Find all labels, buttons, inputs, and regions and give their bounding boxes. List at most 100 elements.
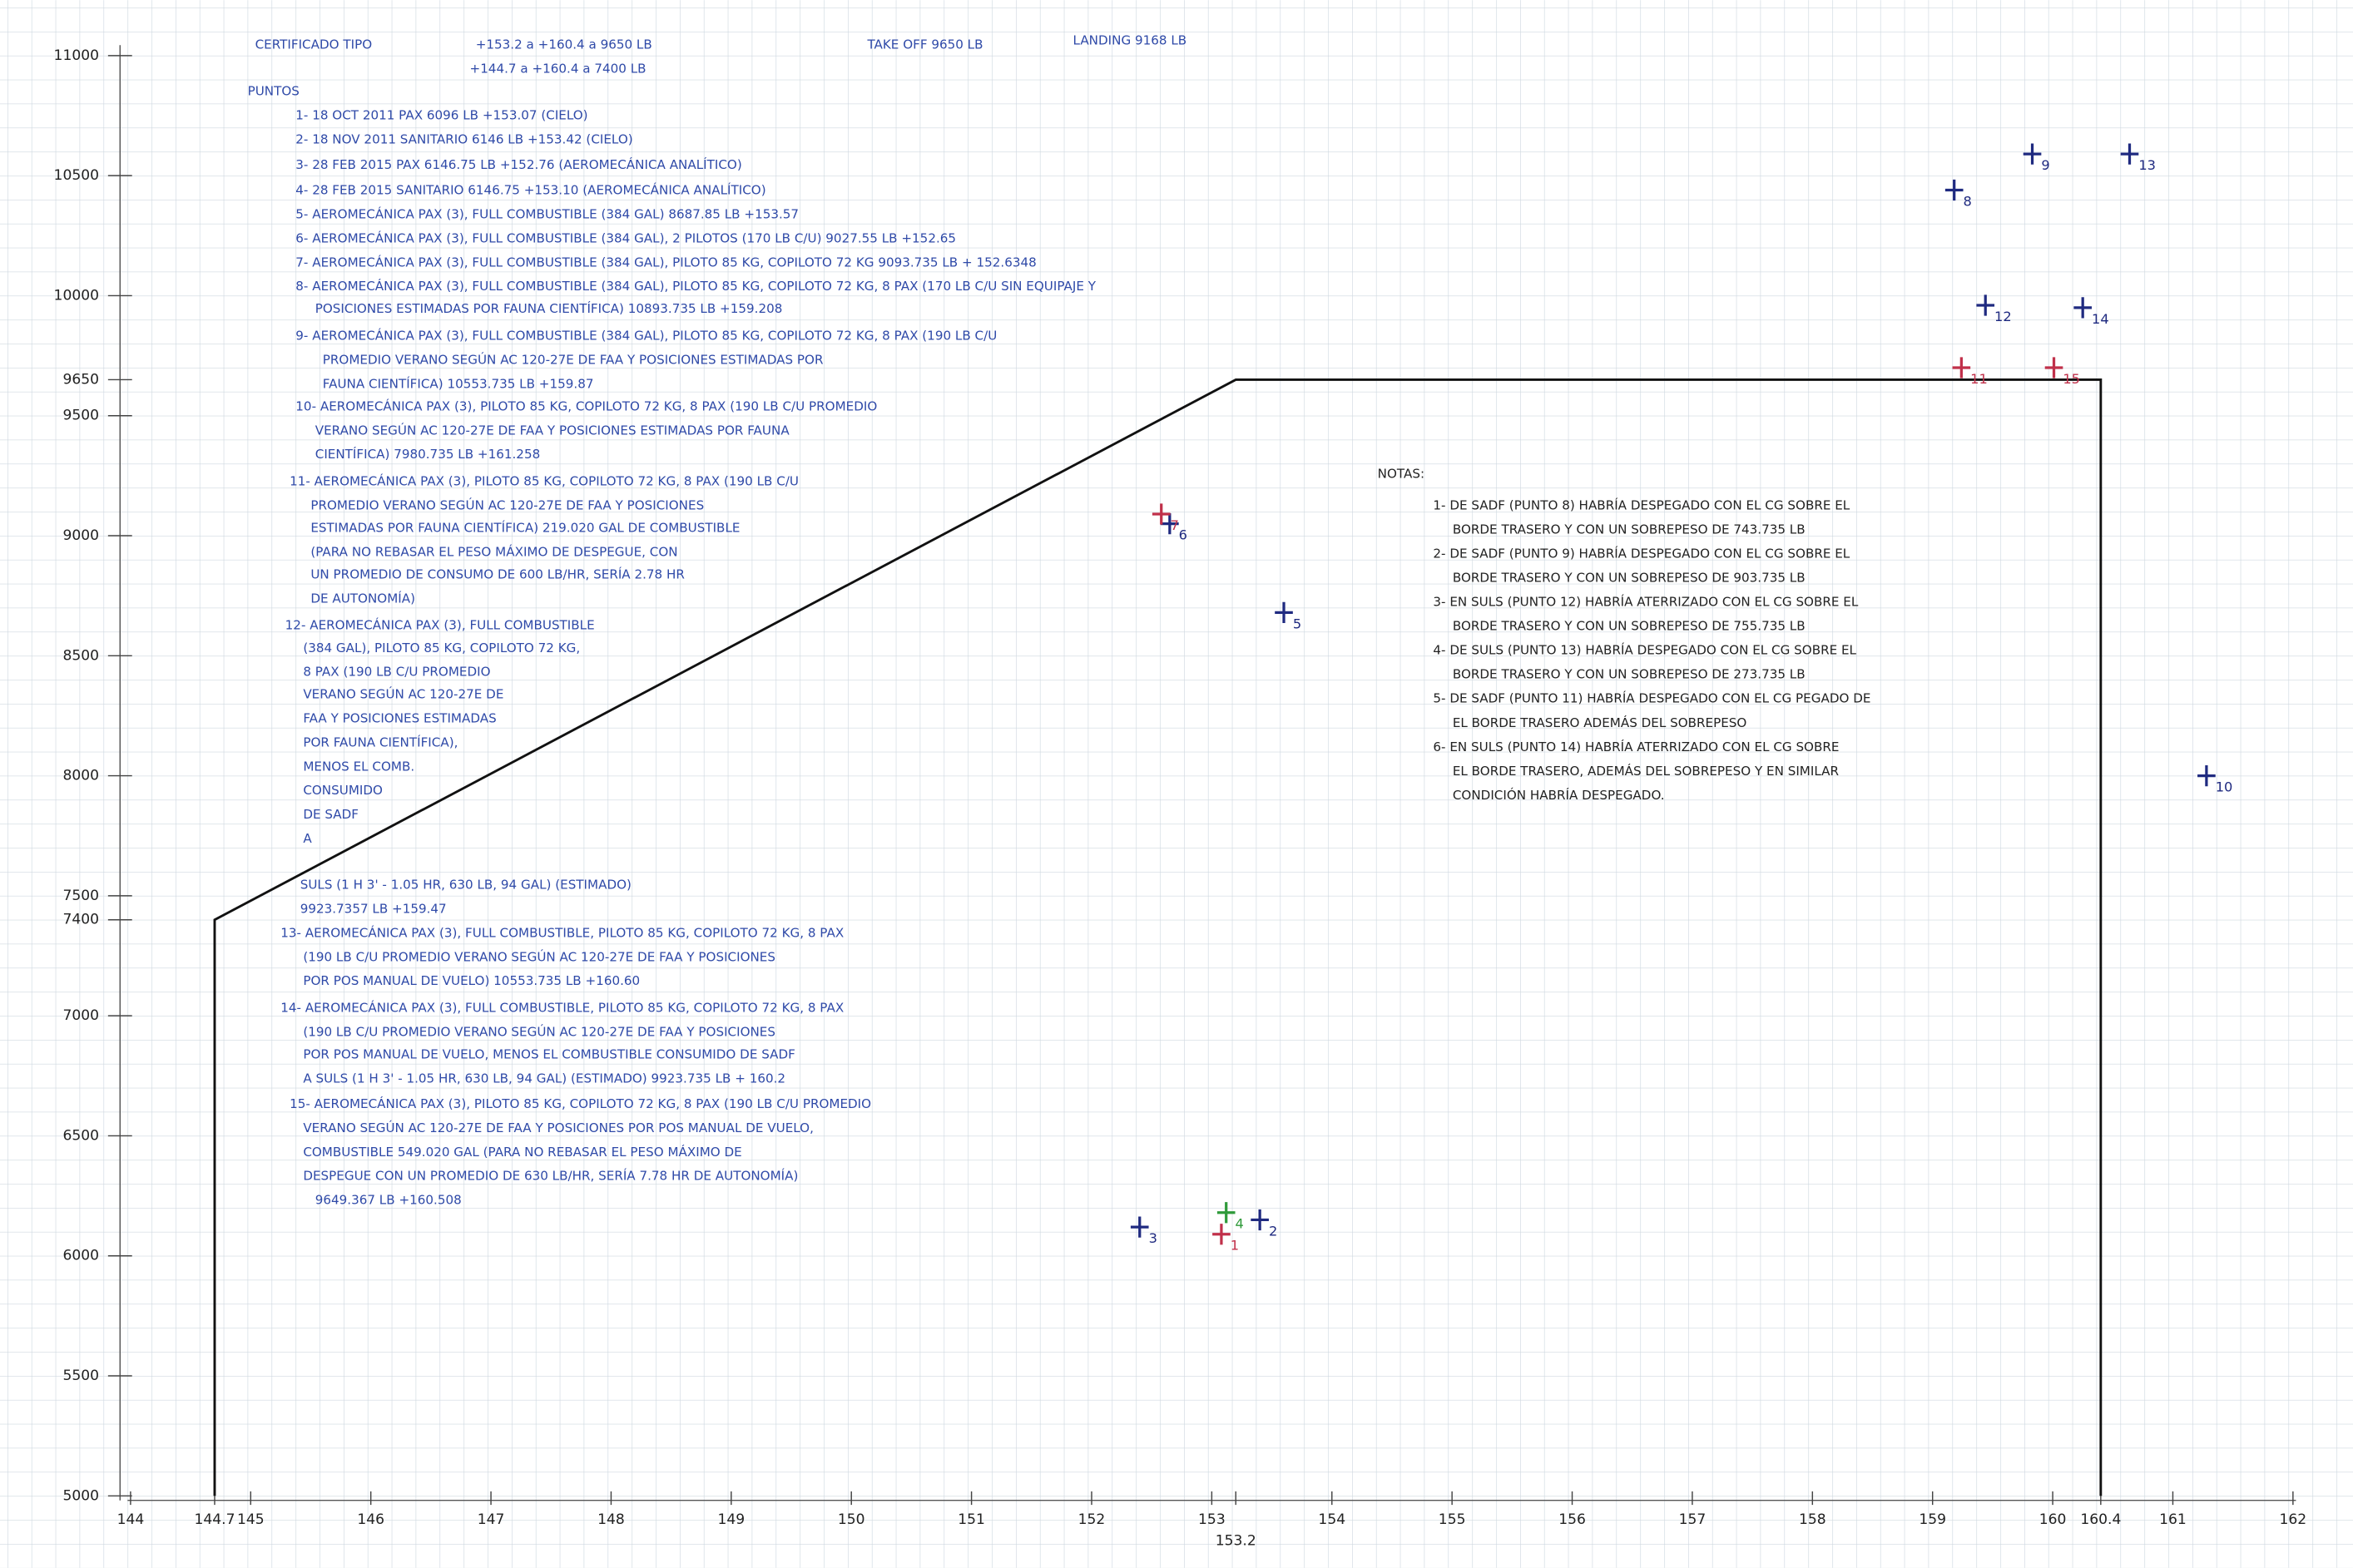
- range-1: +153.2 a +160.4 a 9650 LB: [476, 37, 652, 52]
- y-tick-label: 7400: [62, 912, 99, 928]
- point-note: A SULS (1 H 3' - 1.05 HR, 630 LB, 94 GAL…: [303, 1071, 785, 1086]
- point-note: PROMEDIO VERANO SEGÚN AC 120-27E DE FAA …: [323, 351, 824, 367]
- data-point: [1212, 1224, 1231, 1245]
- note-line: BORDE TRASERO Y CON UN SOBREPESO DE 903.…: [1453, 571, 1806, 586]
- point-label: 10: [2216, 779, 2233, 795]
- y-tick-label: 9000: [62, 527, 99, 544]
- point-note: UN PROMEDIO DE CONSUMO DE 600 LB/HR, SER…: [310, 566, 685, 581]
- y-tick-label: 10000: [54, 287, 99, 304]
- point-note: FAA Y POSICIONES ESTIMADAS: [303, 711, 496, 726]
- note-line: BORDE TRASERO Y CON UN SOBREPESO DE 755.…: [1453, 619, 1806, 634]
- point-note: 15- AEROMECÁNICA PAX (3), PILOTO 85 KG, …: [290, 1096, 871, 1111]
- data-point: [2197, 764, 2216, 787]
- point-note: 8- AEROMECÁNICA PAX (3), FULL COMBUSTIBL…: [295, 278, 1096, 294]
- point-note: (384 GAL), PILOTO 85 KG, COPILOTO 72 KG,: [303, 641, 580, 655]
- note-line: BORDE TRASERO Y CON UN SOBREPESO DE 273.…: [1453, 667, 1806, 682]
- x-tick-label: 147: [478, 1511, 505, 1528]
- point-label: 15: [2063, 371, 2080, 387]
- x-tick-label: 158: [1799, 1511, 1826, 1528]
- point-note: SULS (1 H 3' - 1.05 HR, 630 LB, 94 GAL) …: [300, 878, 632, 893]
- point-note: 4- 28 FEB 2015 SANITARIO 6146.75 +153.10…: [295, 182, 765, 198]
- point-label: 2: [1269, 1223, 1277, 1239]
- point-note: MENOS EL COMB.: [303, 759, 414, 774]
- data-point: [1976, 294, 1995, 316]
- note-line: EL BORDE TRASERO, ADEMÁS DEL SOBREPESO Y…: [1453, 763, 1840, 779]
- y-tick-label: 5000: [62, 1487, 99, 1504]
- data-point: [1152, 503, 1171, 525]
- data-point: [1161, 512, 1179, 535]
- point-note: DE AUTONOMÍA): [310, 590, 415, 606]
- y-tick-label: 11000: [54, 47, 99, 64]
- point-note: POR POS MANUAL DE VUELO) 10553.735 LB +1…: [303, 973, 640, 988]
- point-note: PROMEDIO VERANO SEGÚN AC 120-27E DE FAA …: [310, 497, 704, 512]
- point-label: 5: [1293, 616, 1301, 631]
- x-tick-label: 161: [2159, 1511, 2187, 1528]
- point-note: POR FAUNA CIENTÍFICA),: [303, 734, 458, 749]
- point-note: 12- AEROMECÁNICA PAX (3), FULL COMBUSTIB…: [285, 617, 595, 633]
- y-tick-label: 9500: [62, 408, 99, 424]
- note-line: EL BORDE TRASERO ADEMÁS DEL SOBREPESO: [1453, 715, 1747, 730]
- point-note: (190 LB C/U PROMEDIO VERANO SEGÚN AC 120…: [303, 948, 775, 964]
- note-line: 6- EN SULS (PUNTO 14) HABRÍA ATERRIZADO …: [1433, 739, 1839, 754]
- note-line: 3- EN SULS (PUNTO 12) HABRÍA ATERRIZADO …: [1433, 594, 1858, 610]
- note-line: BORDE TRASERO Y CON UN SOBREPESO DE 743.…: [1453, 522, 1806, 537]
- note-line: 1- DE SADF (PUNTO 8) HABRÍA DESPEGADO CO…: [1433, 497, 1850, 512]
- y-tick-label: 5500: [62, 1368, 99, 1384]
- y-tick-label: 6000: [62, 1248, 99, 1264]
- take-off: TAKE OFF 9650 LB: [866, 37, 983, 52]
- point-label: 4: [1236, 1216, 1244, 1232]
- y-tick-label: 8500: [62, 647, 99, 664]
- y-tick-label: 7000: [62, 1007, 99, 1024]
- y-tick-label: 9650: [62, 371, 99, 388]
- point-note: 7- AEROMECÁNICA PAX (3), FULL COMBUSTIBL…: [295, 254, 1036, 270]
- x-tick-label: 152: [1078, 1511, 1106, 1528]
- point-note: VERANO SEGÚN AC 120-27E DE: [303, 686, 503, 702]
- range-2: +144.7 a +160.4 a 7400 LB: [470, 62, 646, 77]
- x-tick-label: 160.4: [2080, 1511, 2121, 1528]
- data-point: [1952, 357, 1971, 378]
- certificate: CERTIFICADO TIPO: [255, 37, 373, 52]
- x-tick-label: 155: [1439, 1511, 1466, 1528]
- x-tick-label: 160: [2039, 1511, 2067, 1528]
- point-note: CIENTÍFICA) 7980.735 LB +161.258: [315, 446, 540, 462]
- data-point: [1944, 179, 1964, 201]
- point-note: 11- AEROMECÁNICA PAX (3), PILOTO 85 KG, …: [290, 473, 799, 489]
- point-note: 1- 18 OCT 2011 PAX 6096 LB +153.07 (CIEL…: [295, 108, 587, 123]
- point-label: 7: [1171, 517, 1179, 533]
- point-label: 14: [2092, 311, 2109, 327]
- x-tick-label: 148: [597, 1511, 625, 1528]
- x-tick-label: 149: [717, 1511, 745, 1528]
- point-label: 12: [1994, 309, 2012, 324]
- point-note: 14- AEROMECÁNICA PAX (3), FULL COMBUSTIB…: [280, 1000, 844, 1016]
- point-label: 8: [1964, 193, 1972, 209]
- points-title: PUNTOS: [248, 84, 300, 99]
- point-note: 8 PAX (190 LB C/U PROMEDIO: [303, 665, 490, 680]
- x-tick-label: 144: [117, 1511, 145, 1528]
- envelope: [213, 378, 2103, 1496]
- point-note: (PARA NO REBASAR EL PESO MÁXIMO DE DESPE…: [310, 543, 677, 559]
- x-tick-label: 159: [1919, 1511, 1946, 1528]
- data-point: [1275, 601, 1293, 623]
- data-point: [2023, 143, 2042, 165]
- point-note: DESPEGUE CON UN PROMEDIO DE 630 LB/HR, S…: [303, 1168, 798, 1184]
- point-label: 13: [2138, 157, 2156, 173]
- point-note: POSICIONES ESTIMADAS POR FAUNA CIENTÍFIC…: [315, 300, 783, 316]
- point-note: 2- 18 NOV 2011 SANITARIO 6146 LB +153.42…: [295, 131, 632, 146]
- data-point: [2044, 357, 2063, 378]
- note-line: 4- DE SULS (PUNTO 13) HABRÍA DESPEGADO C…: [1433, 642, 1856, 658]
- x-tick-label: 162: [2280, 1511, 2307, 1528]
- point-note: 13- AEROMECÁNICA PAX (3), FULL COMBUSTIB…: [280, 924, 844, 940]
- point-note: DE SADF: [303, 807, 359, 822]
- point-note: VERANO SEGÚN AC 120-27E DE FAA Y POSICIO…: [303, 1120, 814, 1135]
- point-label: 6: [1179, 527, 1187, 543]
- note-line: CONDICIÓN HABRÍA DESPEGADO.: [1453, 787, 1665, 803]
- point-note: 10- AEROMECÁNICA PAX (3), PILOTO 85 KG, …: [295, 398, 877, 413]
- point-note: 9- AEROMECÁNICA PAX (3), FULL COMBUSTIBL…: [295, 328, 997, 344]
- data-point: [2120, 143, 2139, 165]
- point-note: 6- AEROMECÁNICA PAX (3), FULL COMBUSTIBL…: [295, 230, 956, 245]
- point-label: 11: [1970, 371, 1988, 387]
- point-note: 3- 28 FEB 2015 PAX 6146.75 LB +152.76 (A…: [295, 156, 741, 172]
